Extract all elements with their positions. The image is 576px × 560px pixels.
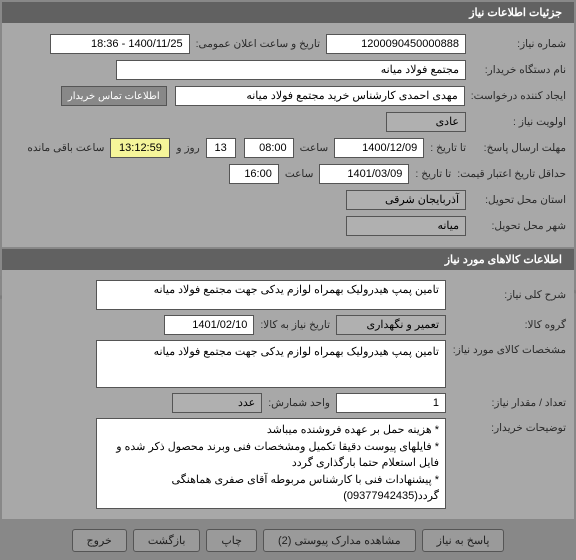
validity-label: حداقل تاریخ اعتبار قیمت: (451, 168, 566, 180)
time-remaining: 13:12:59 (110, 138, 170, 158)
need-number-label: شماره نیاز: (466, 38, 566, 50)
city-value: میانه (346, 216, 466, 236)
group-value: تعمیر و نگهداری (336, 315, 446, 335)
notes-label: توضیحات خریدار: (446, 418, 566, 434)
to-date-label-2: تا تاریخ : (409, 168, 451, 180)
deadline-date: 1400/12/09 (334, 138, 424, 158)
time-label-2: ساعت (279, 168, 320, 180)
unit-value: عدد (172, 393, 262, 413)
validity-date: 1401/03/09 (319, 164, 409, 184)
buyer-value: مجتمع فولاد میانه (116, 60, 466, 80)
view-attachments-button[interactable]: مشاهده مدارک پیوستی (2) (263, 529, 416, 552)
buyer-label: نام دستگاه خریدار: (466, 64, 566, 76)
buyer-contact-button[interactable]: اطلاعات تماس خریدار (61, 86, 167, 106)
to-date-label-1: تا تاریخ : (424, 142, 466, 154)
notes-value: * هزینه حمل بر عهده فروشنده میباشد * فای… (96, 418, 446, 509)
section1-header: جزئیات اطلاعات نیاز (2, 2, 574, 23)
print-button[interactable]: چاپ (206, 529, 257, 552)
announce-value: 1400/11/25 - 18:36 (50, 34, 190, 54)
spec-label: مشخصات کالای مورد نیاز: (446, 340, 566, 356)
time-label-1: ساعت (294, 142, 335, 154)
validity-time: 16:00 (229, 164, 279, 184)
deadline-time: 08:00 (244, 138, 294, 158)
deadline-label: مهلت ارسال پاسخ: (466, 142, 566, 154)
spec-value: تامین پمپ هیدرولیک بهمراه لوازم یدکی جهت… (96, 340, 446, 388)
group-label: گروه کالا: (446, 319, 566, 331)
need-date-value: 1401/02/10 (164, 315, 254, 335)
days-remaining: 13 (206, 138, 236, 158)
exit-button[interactable]: خروج (72, 529, 127, 552)
creator-label: ایجاد کننده درخواست: (465, 90, 566, 102)
respond-button[interactable]: پاسخ به نیاز (422, 529, 505, 552)
unit-label: واحد شمارش: (262, 397, 336, 409)
need-date-label: تاریخ نیاز به کالا: (254, 319, 336, 331)
days-suffix: روز و (170, 142, 205, 154)
button-bar: خروج بازگشت چاپ مشاهده مدارک پیوستی (2) … (0, 521, 576, 560)
desc-label: شرح کلی نیاز: (446, 289, 566, 301)
need-number-value: 1200090450000888 (326, 34, 466, 54)
announce-label: تاریخ و ساعت اعلان عمومی: (190, 38, 326, 50)
province-label: استان محل تحویل: (466, 194, 566, 206)
province-value: آذربایجان شرقی (346, 190, 466, 210)
section2-header: اطلاعات کالاهای مورد نیاز (2, 249, 574, 270)
qty-value: 1 (336, 393, 446, 413)
priority-label: اولویت نیاز : (466, 116, 566, 128)
back-button[interactable]: بازگشت (133, 529, 201, 552)
priority-value: عادی (386, 112, 466, 132)
qty-label: تعداد / مقدار نیاز: (446, 397, 566, 409)
creator-value: مهدی احمدی کارشناس خرید مجتمع فولاد میان… (175, 86, 465, 106)
remaining-suffix: ساعت باقی مانده (21, 142, 110, 154)
desc-value: تامین پمپ هیدرولیک بهمراه لوازم یدکی جهت… (96, 280, 446, 310)
city-label: شهر محل تحویل: (466, 220, 566, 232)
